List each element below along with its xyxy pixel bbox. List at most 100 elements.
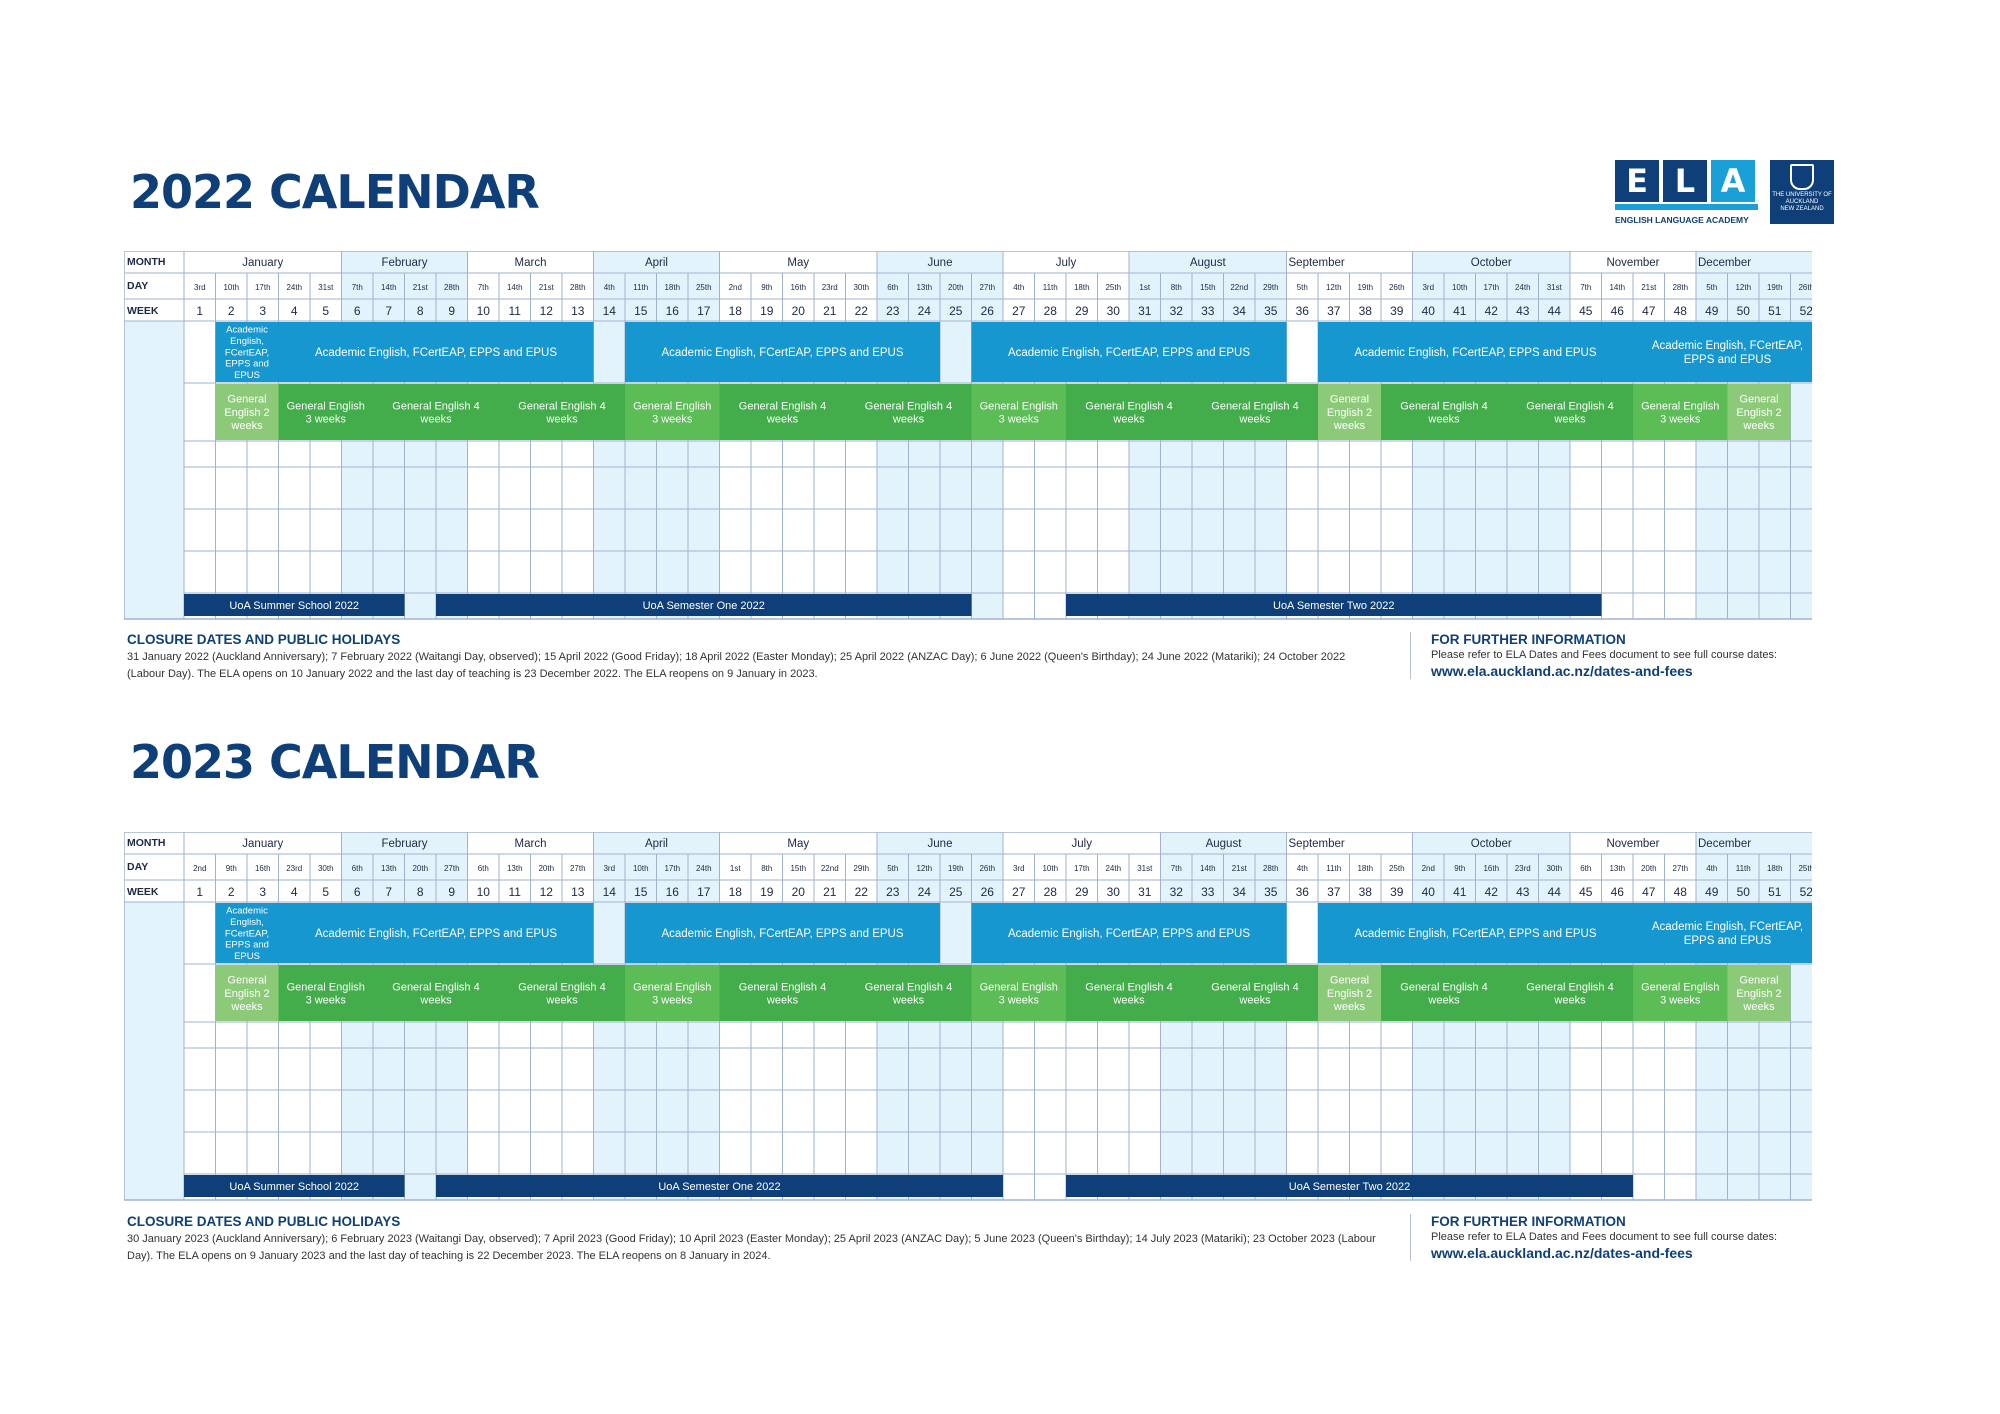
- week-number: 11: [509, 885, 522, 899]
- day-label: 28th: [1263, 864, 1279, 873]
- general-english-bar: [215, 965, 279, 1021]
- general-english-label-line: weeks: [892, 413, 925, 425]
- general-english-label-line: General English 4: [1526, 981, 1613, 993]
- general-english-label-line: General English 4: [518, 981, 605, 993]
- week-number: 19: [760, 885, 774, 899]
- day-label: 4th: [604, 283, 615, 292]
- general-english-label-line: General English 4: [1400, 400, 1487, 412]
- general-english-label-line: 3 weeks: [652, 413, 693, 425]
- academic-course-label-line: Academic English, FCertEAP, EPPS and EPU…: [1008, 928, 1250, 940]
- day-label: 5th: [1706, 283, 1717, 292]
- general-english-label-line: General English 4: [518, 400, 605, 412]
- week-number: 35: [1264, 304, 1278, 318]
- closure-heading: CLOSURE DATES AND PUBLIC HOLIDAYS: [127, 632, 401, 647]
- day-label: 9th: [761, 283, 772, 292]
- general-english-label-line: weeks: [1553, 413, 1586, 425]
- day-label: 8th: [761, 864, 772, 873]
- day-label: 10th: [1042, 864, 1058, 873]
- day-label: 17th: [1483, 283, 1499, 292]
- day-label: 28th: [1672, 283, 1688, 292]
- uoa-semester-label: UoA Summer School 2022: [229, 600, 359, 612]
- uoa-semester-label: UoA Semester Two 2022: [1289, 1181, 1410, 1193]
- day-label: 20th: [1641, 864, 1657, 873]
- uoa-semester-label: UoA Semester One 2022: [643, 600, 765, 612]
- outer-frame: [124, 251, 1812, 620]
- week-number: 43: [1516, 304, 1530, 318]
- day-label: 25th: [1105, 283, 1121, 292]
- week-number: 34: [1233, 304, 1247, 318]
- general-english-label-line: weeks: [419, 994, 452, 1006]
- general-english-label-line: 3 weeks: [1660, 413, 1701, 425]
- month-name: November: [1606, 838, 1659, 850]
- calendar-grid-svg-2023: MONTH DAY WEEK January February March April May…: [124, 832, 1812, 1201]
- day-label: 26th: [1798, 283, 1812, 292]
- day-label: 11th: [1326, 864, 1341, 873]
- ela-logo: E L A ENGLISH LANGUAGE ACADEMY THE UNIVE…: [1615, 160, 1835, 230]
- general-english-bar: [278, 965, 373, 1021]
- general-english-bar: [215, 384, 279, 440]
- general-english-label-line: weeks: [1112, 994, 1145, 1006]
- academic-course-label-line: Academic English, FCertEAP, EPPS and EPU…: [315, 928, 557, 940]
- general-english-bar: [1318, 965, 1381, 1021]
- logo-strip: [1615, 204, 1758, 210]
- week-number: 46: [1611, 304, 1625, 318]
- week-number: 24: [918, 304, 932, 318]
- dates-and-fees-link[interactable]: www.ela.auckland.ac.nz/dates-and-fees: [1431, 1245, 1693, 1261]
- academic-course-label: Academic English, FCertEAP, EPPS and EPU…: [661, 347, 903, 359]
- general-english-bar: [1507, 384, 1633, 440]
- day-label: 24th: [696, 864, 712, 873]
- dates-and-fees-link[interactable]: www.ela.auckland.ac.nz/dates-and-fees: [1431, 663, 1693, 679]
- day-label: 7th: [352, 283, 363, 292]
- week-number: 38: [1359, 304, 1373, 318]
- general-english-label-line: English 2: [1736, 407, 1781, 419]
- general-english-label-line: weeks: [1333, 1001, 1366, 1013]
- logo-letter-l: L: [1663, 160, 1707, 202]
- week-number: 45: [1579, 304, 1593, 318]
- day-label: 18th: [1357, 864, 1373, 873]
- row-label-week: WEEK: [127, 886, 159, 898]
- academic-course-label: Academic English, FCertEAP, EPPS and EPUS: [1652, 340, 1803, 366]
- general-english-bar: [373, 384, 499, 440]
- day-label: 3rd: [1422, 283, 1434, 292]
- day-label: 4th: [1297, 864, 1308, 873]
- week-number: 7: [385, 304, 392, 318]
- general-english-bar: [845, 965, 972, 1021]
- general-english-label-line: 3 weeks: [999, 994, 1040, 1006]
- week-number: 6: [354, 885, 361, 899]
- uoa-semester-label: UoA Summer School 2022: [229, 1181, 359, 1193]
- general-english-bar: [1727, 384, 1791, 440]
- day-label: 12th: [916, 864, 932, 873]
- day-label: 4th: [1706, 864, 1717, 873]
- academic-course-label-line: Academic English, FCertEAP, EPPS and EPU…: [661, 928, 903, 940]
- week-number: 18: [729, 885, 743, 899]
- day-label: 27th: [444, 864, 460, 873]
- general-english-label-line: General English: [980, 400, 1058, 412]
- week-number: 15: [634, 885, 648, 899]
- week-number: 10: [477, 304, 491, 318]
- day-label: 11th: [1043, 283, 1058, 292]
- week-number: 52: [1800, 885, 1812, 899]
- week-number: 23: [886, 304, 900, 318]
- closure-text: 31 January 2022 (Auckland Anniversary); …: [127, 651, 1346, 680]
- academic-course-label: Academic English, FCertEAP, EPPS and EPU…: [1354, 347, 1596, 359]
- academic-course-label-line: Academic English, FCertEAP, EPPS and EPU…: [1354, 347, 1596, 359]
- week-number: 43: [1516, 885, 1530, 899]
- week-number: 1: [196, 304, 203, 318]
- general-english-bar: [1633, 384, 1728, 440]
- general-english-bar: [499, 965, 625, 1021]
- general-english-label-line: weeks: [1742, 1001, 1775, 1013]
- day-label: 11th: [1736, 864, 1751, 873]
- week-number: 8: [417, 885, 424, 899]
- month-name: March: [515, 257, 547, 269]
- month-name: December: [1698, 257, 1751, 269]
- week-number: 39: [1390, 304, 1404, 318]
- day-label: 25th: [1798, 864, 1812, 873]
